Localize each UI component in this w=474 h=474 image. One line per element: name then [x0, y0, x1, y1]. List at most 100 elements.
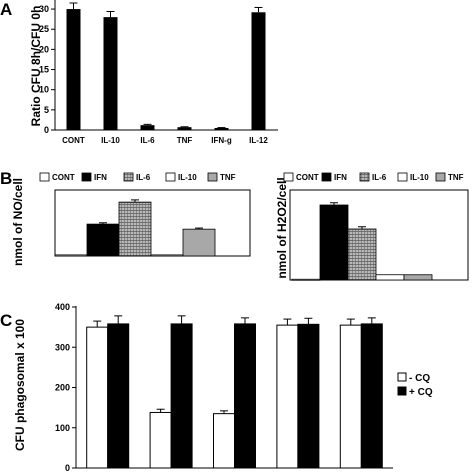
panel-b-left-bar	[118, 201, 152, 257]
panel-c-ytick-label: 200	[55, 383, 70, 393]
panel-b-left-legend-label: CONT	[52, 173, 75, 182]
panel-a-bar	[140, 125, 155, 130]
panel-b-left-chart: nmol of NO/cell CONT IFN IL-6 IL-10 TNF	[11, 172, 251, 266]
panel-c-bar	[86, 326, 109, 469]
panel-a-error-bar	[69, 2, 78, 10]
panel-a-category-label: TNF	[177, 136, 193, 145]
panel-b-left-error-bar	[131, 199, 139, 203]
panel-b-right-bar	[319, 204, 349, 281]
panel-b-left-bar	[182, 228, 216, 257]
panel-b-right-legend-swatch	[435, 172, 446, 182]
panel-a-ytick-label: 30	[39, 4, 49, 14]
panel-c-bar	[360, 323, 383, 469]
panel-c-ytick-label: 100	[55, 423, 70, 433]
panel-b-right-bar	[375, 274, 405, 281]
panel-a-bar	[66, 9, 81, 130]
panel-b-right-legend-label: TNF	[448, 173, 464, 182]
panel-a-error-bar	[143, 123, 152, 126]
panel-a-ytick-label: 0	[44, 125, 49, 135]
panel-a-ytick-label: 5	[44, 105, 49, 115]
panel-c-error-bar	[156, 408, 165, 413]
panel-c-ylabel: CFU phagosomal x 100	[13, 319, 27, 451]
panel-b-right-bar	[347, 228, 377, 281]
panel-a-chart: Ratio CFU 8h/CFU 0h 0 5 10 15 20 25 30 CONT IL-…	[29, 0, 278, 145]
panel-c-bar	[234, 323, 256, 469]
panel-a-category-label: IL-10	[101, 136, 120, 145]
panel-c-bar	[297, 323, 320, 469]
panel-b-right-legend-swatch	[397, 172, 408, 182]
panel-b-right-frame	[289, 189, 469, 281]
panel-b-left-legend-swatch	[123, 172, 134, 182]
panel-b-left-bar	[150, 254, 184, 257]
panel-a-error-bar	[254, 6, 263, 13]
panel-c-error-bar	[304, 317, 313, 325]
panel-a-category-label: IL-6	[140, 136, 155, 145]
panel-b-left-ylabel: nmol of NO/cell	[11, 178, 25, 266]
panel-b-left-legend-swatch	[207, 172, 218, 182]
panel-c-bar	[339, 324, 362, 469]
panel-c-ytick-label: 0	[65, 463, 70, 473]
panel-b-left-legend-swatch	[165, 172, 176, 182]
panel-a-bar	[214, 127, 229, 130]
panel-a-bar	[177, 127, 192, 130]
panel-c-error-bar	[241, 317, 249, 324]
panel-b-left-legend-label: IL-10	[178, 173, 197, 182]
panel-c-error-bar	[367, 317, 376, 324]
panel-a-ytick-label: 25	[39, 24, 49, 34]
panel-c-error-bar	[346, 318, 355, 326]
panel-b-right-legend-label: CONT	[296, 173, 319, 182]
panel-b-left-bar	[86, 223, 120, 257]
panel-b-right-legend-label: IL-6	[372, 173, 387, 182]
panel-c-legend-label: + CQ	[409, 387, 433, 398]
panel-b-left-legend-swatch	[39, 172, 50, 182]
panel-b-right-legend-label: IFN	[334, 173, 347, 182]
panel-c-ytick-label: 400	[55, 302, 70, 312]
panel-c-legend-swatch	[397, 386, 407, 396]
panel-letter-a: A	[0, 0, 12, 19]
panel-b-right-ylabel: nmol of H2O2/cell	[275, 177, 289, 278]
panel-b-right-legend-label: IL-10	[410, 173, 429, 182]
panel-a-bar	[251, 12, 266, 131]
panel-a-bar	[103, 17, 118, 130]
panel-b-left-bar	[54, 254, 88, 257]
panel-c-bar	[213, 413, 235, 469]
panel-b-left-error-bar	[195, 227, 203, 230]
panel-c-error-bar	[220, 410, 228, 414]
panel-a-category-label: IL-12	[249, 136, 268, 145]
panel-letter-b: B	[0, 169, 12, 188]
panel-b-right-bar	[403, 274, 433, 281]
panel-b-left-legend-label: IL-6	[136, 173, 151, 182]
panel-b-left-legend-swatch	[81, 172, 92, 182]
panel-c-error-bar	[177, 315, 186, 324]
panel-a-ylabel: Ratio CFU 8h/CFU 0h	[29, 6, 43, 127]
panel-c-error-bar	[93, 320, 102, 328]
panel-b-right-legend-swatch	[283, 172, 294, 182]
panel-b-right-error-bar	[358, 226, 366, 229]
panel-c-chart: CFU phagosomal x 100 0 100 200 300 400 - CQ +…	[13, 302, 433, 473]
panel-a-category-label: IFN-g	[211, 136, 232, 145]
panel-c-bar	[107, 323, 130, 469]
panel-a-ytick-label: 10	[39, 85, 49, 95]
panel-b-left-legend-label: IFN	[94, 173, 107, 182]
panel-b-left-frame	[54, 189, 251, 257]
panel-b-right-error-bar	[330, 202, 338, 205]
panel-c-bar	[170, 323, 193, 469]
panel-b-right-legend-swatch	[359, 172, 370, 182]
panel-b-right-bar	[291, 278, 321, 281]
panel-c-legend-swatch	[397, 372, 407, 382]
panel-letter-c: C	[0, 311, 12, 330]
panel-b-right-chart: nmol of H2O2/cell CONT IFN IL-6 IL-10 TNF	[275, 172, 469, 281]
panel-b-left-error-bar	[99, 222, 107, 225]
panel-c-error-bar	[114, 315, 123, 324]
panel-b-right-legend-swatch	[321, 172, 332, 182]
panel-c-error-bar	[283, 318, 292, 326]
panel-a-ytick-label: 15	[39, 65, 49, 75]
panel-a-ytick-label: 20	[39, 44, 49, 54]
panel-c-bar	[149, 411, 172, 469]
panel-c-legend-label: - CQ	[409, 373, 430, 384]
panel-b-left-legend-label: TNF	[220, 173, 236, 182]
panel-a-error-bar	[106, 10, 115, 18]
panel-c-bar	[276, 324, 299, 469]
panel-c-ytick-label: 300	[55, 342, 70, 352]
